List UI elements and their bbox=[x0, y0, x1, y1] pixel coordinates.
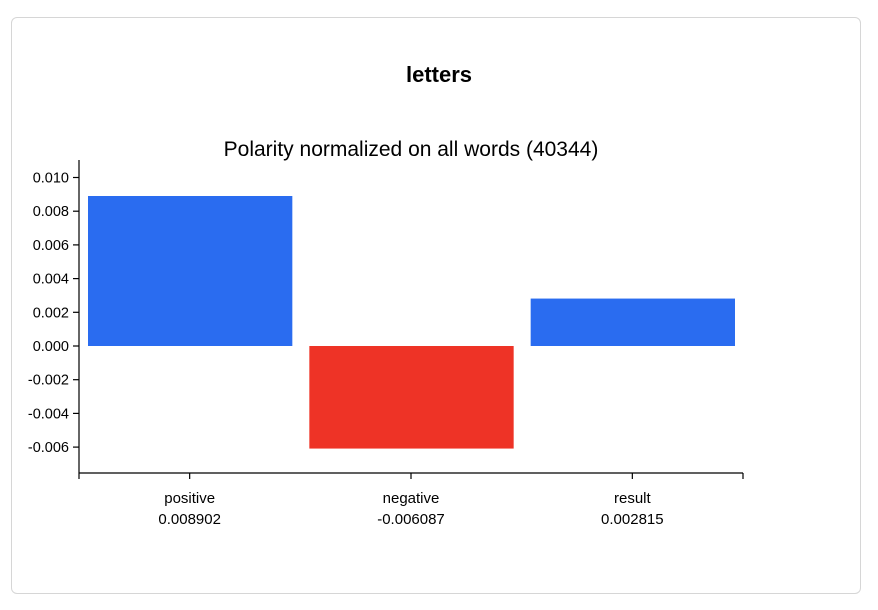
y-tick-label: 0.004 bbox=[33, 272, 69, 288]
y-tick-label: 0.008 bbox=[33, 204, 69, 220]
bars-group bbox=[88, 196, 735, 449]
y-tick-label: 0.010 bbox=[33, 171, 69, 187]
y-tick-label: -0.004 bbox=[28, 406, 69, 422]
y-tick-label: -0.006 bbox=[28, 440, 69, 456]
bar-result bbox=[530, 298, 735, 346]
x-tick-label: negative bbox=[383, 490, 440, 507]
x-tick-value-label: 0.008902 bbox=[158, 511, 221, 528]
y-tick-label: -0.002 bbox=[28, 373, 69, 389]
card-title: letters bbox=[405, 62, 473, 87]
y-tick-label: 0.006 bbox=[33, 238, 69, 254]
y-axis: 0.010 0.008 0.006 0.004 0.002 0.000 -0.002 -0.0… bbox=[28, 160, 80, 473]
y-tick-label: 0.002 bbox=[33, 305, 69, 321]
x-tick-value-label: 0.002815 bbox=[601, 511, 664, 528]
x-axis: positive 0.008902 negative -0.006087 result 0… bbox=[78, 472, 744, 528]
x-tick-label: positive bbox=[164, 490, 215, 507]
bar-negative bbox=[309, 346, 514, 449]
y-tick-label: 0.000 bbox=[33, 339, 69, 355]
bar-positive bbox=[88, 196, 293, 346]
chart-title: Polarity normalized on all words (40344) bbox=[224, 138, 599, 161]
x-tick-value-label: -0.006087 bbox=[377, 511, 445, 528]
x-tick-label: result bbox=[614, 490, 652, 507]
